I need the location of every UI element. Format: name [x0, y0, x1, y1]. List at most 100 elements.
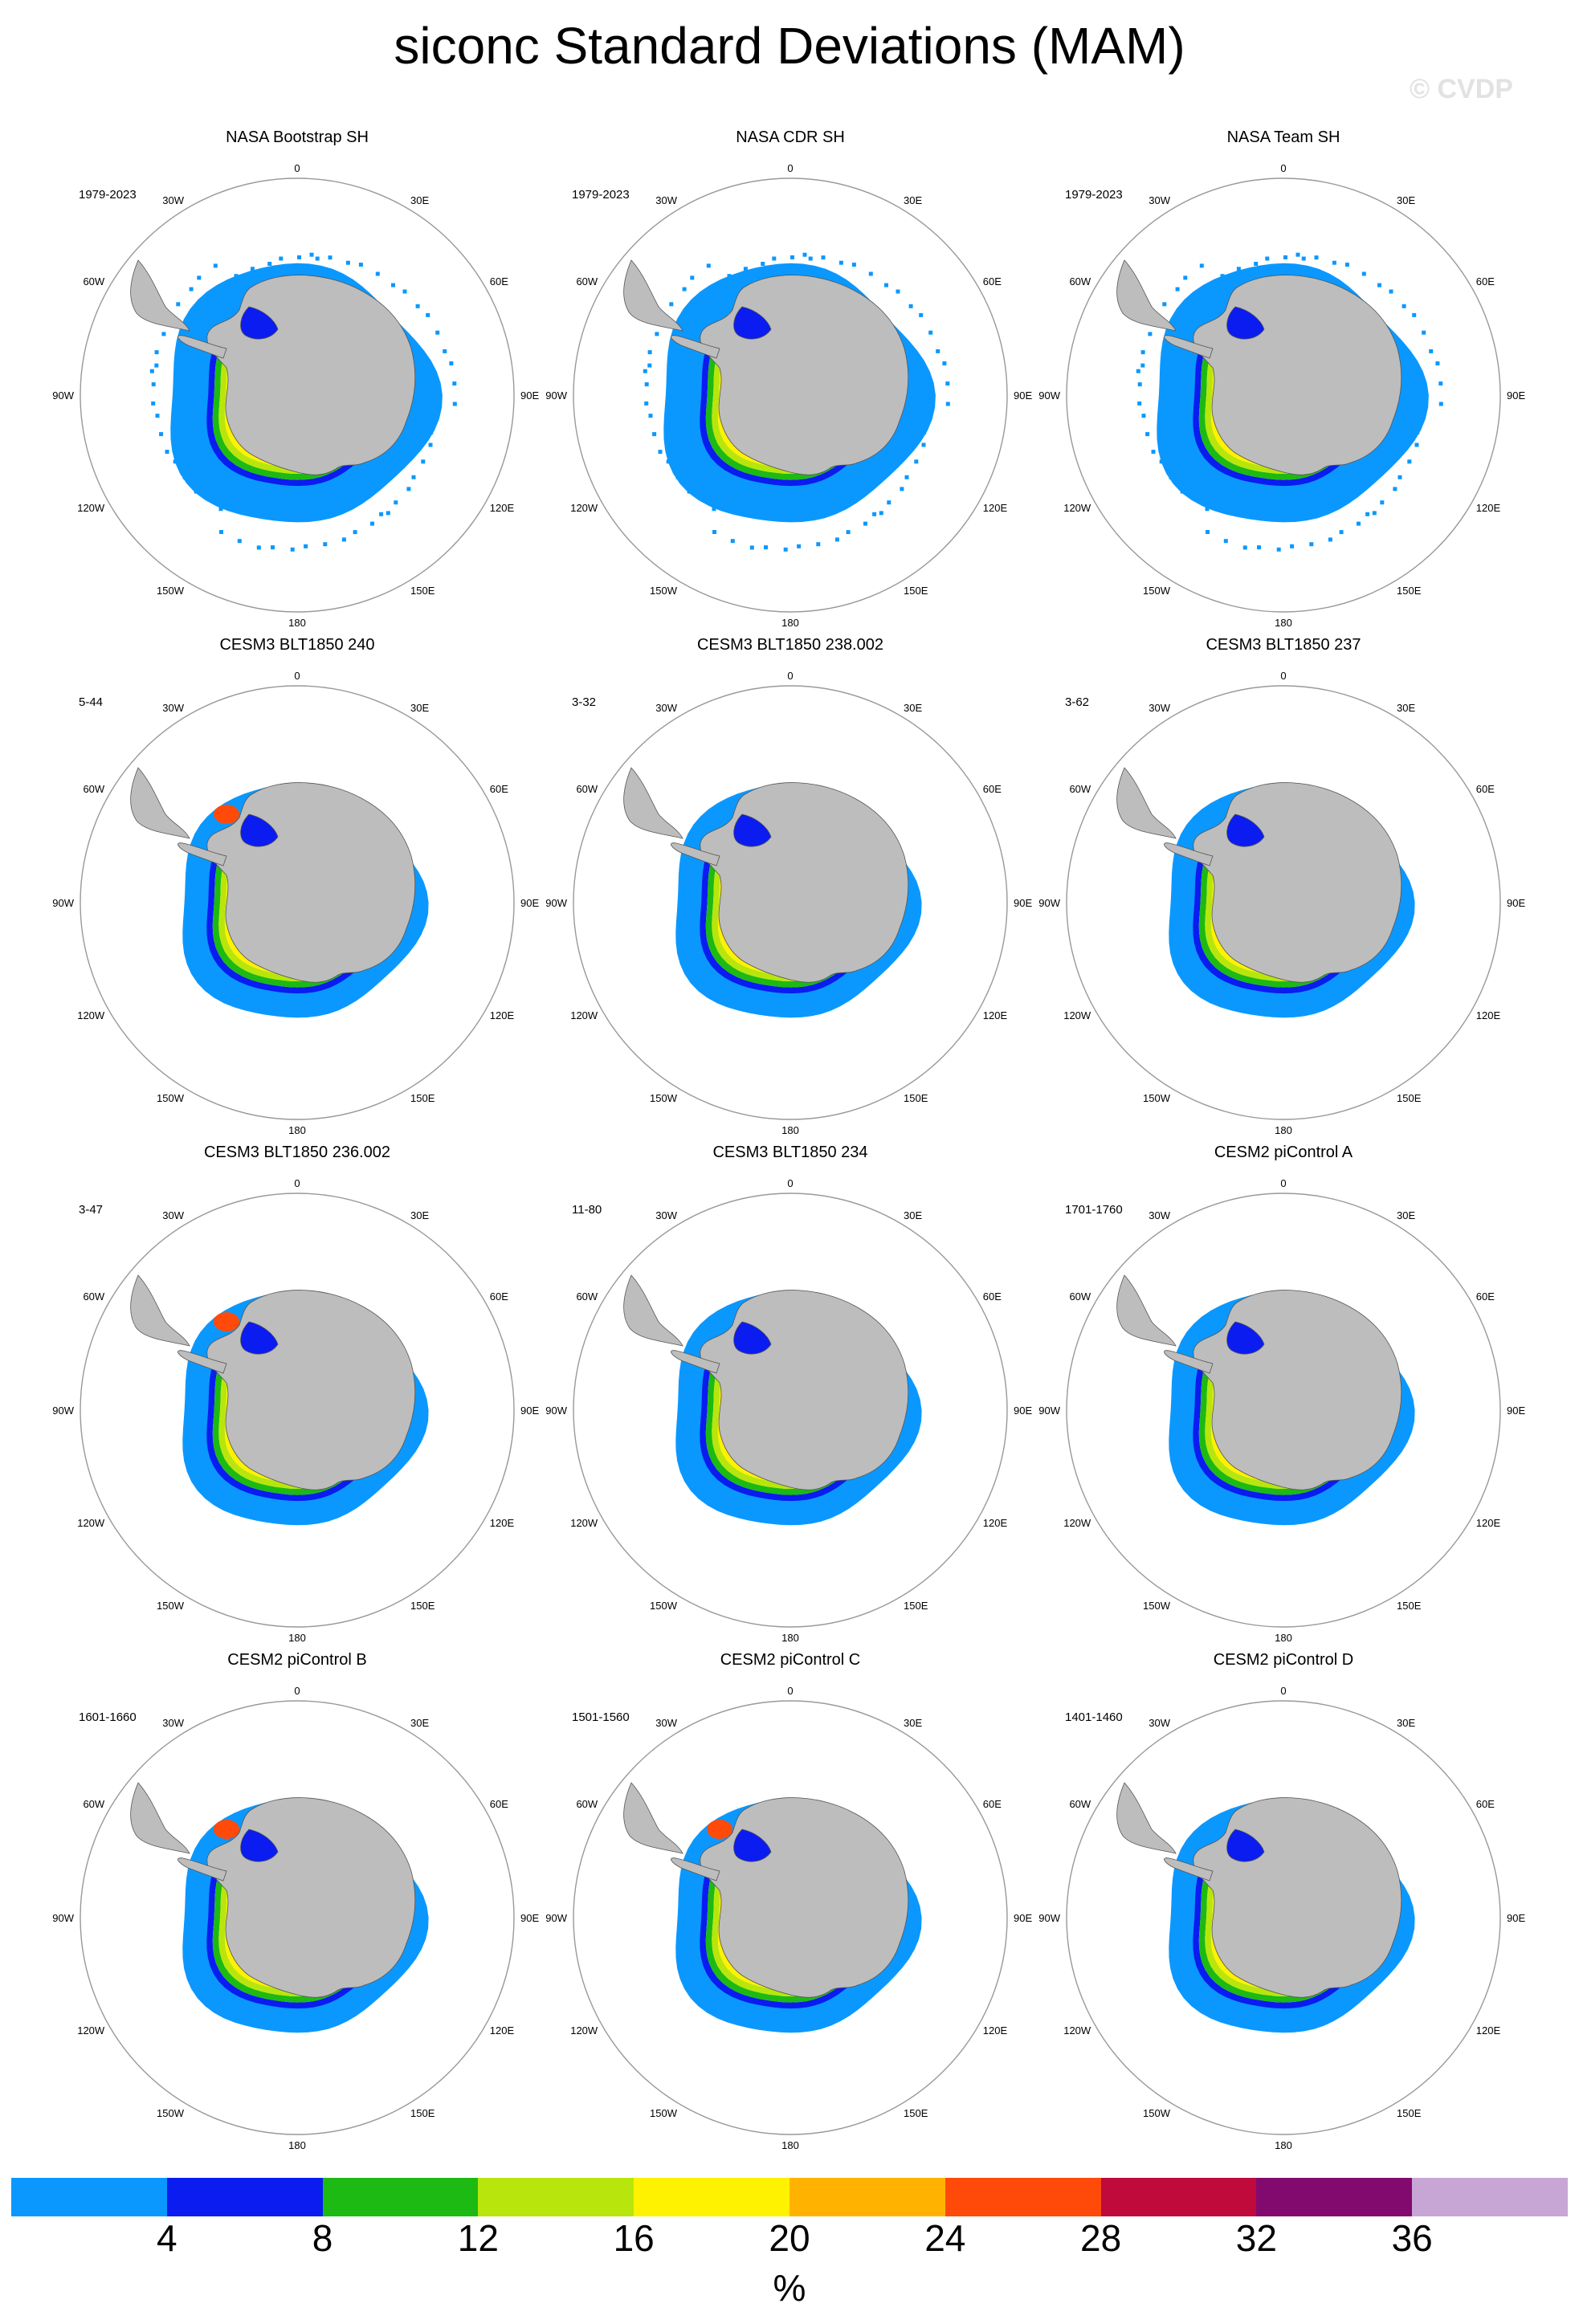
- longitude-label: 60W: [1069, 1798, 1091, 1810]
- longitude-label: 60E: [490, 275, 508, 287]
- panel-period: 11-80: [572, 1203, 602, 1217]
- panel-title: CESM3 BLT1850 238.002: [696, 636, 883, 654]
- map-panel: NASA Team SH 1979-2023 0 180 90W 90E 30W 60W 30E…: [1026, 128, 1540, 652]
- map-panel: CESM2 piControl A 1701-1760 0 180 90W 90E 30W 6…: [1026, 1144, 1540, 1667]
- longitude-label: 150E: [1397, 1600, 1422, 1612]
- map-boundary: [573, 1700, 1008, 2135]
- polar-map: 0 180 90W 90E 30W 60W 30E 60E 120W 150W 120E 150E: [1038, 670, 1525, 1136]
- longitude-label: 30W: [1149, 194, 1170, 206]
- longitude-label: 120E: [1476, 2024, 1501, 2037]
- longitude-label: 90E: [1507, 389, 1525, 402]
- longitude-label: 120E: [983, 1009, 1008, 1021]
- longitude-label: 0: [294, 670, 300, 682]
- longitude-label: 90E: [520, 1912, 539, 1924]
- longitude-label: 30W: [655, 1209, 677, 1221]
- longitude-label: 60E: [1476, 275, 1495, 287]
- longitude-label: 30E: [410, 702, 429, 714]
- colorbar-tick-label: 32: [1235, 2217, 1277, 2259]
- panel-period: 3-32: [572, 695, 597, 709]
- longitude-label: 30E: [904, 1209, 922, 1221]
- longitude-label: 30E: [1397, 702, 1415, 714]
- map-panel: CESM3 BLT1850 237 3-62 0 180 90W 90E 30W 60W 30E…: [1026, 636, 1540, 1160]
- longitude-label: 90W: [52, 1405, 74, 1417]
- map-boundary: [573, 1193, 1008, 1628]
- longitude-label: 60E: [983, 783, 1002, 795]
- panel-title: NASA Bootstrap SH: [226, 128, 369, 146]
- longitude-label: 60W: [576, 275, 598, 287]
- longitude-label: 30E: [410, 194, 429, 206]
- longitude-label: 0: [787, 1685, 793, 1697]
- land-mask: [623, 1274, 943, 1627]
- colorbar-segment: [166, 2178, 324, 2216]
- longitude-label: 30W: [1149, 1209, 1170, 1221]
- longitude-label: 180: [288, 1124, 306, 1136]
- longitude-label: 0: [787, 162, 793, 174]
- longitude-label: 150E: [1397, 1092, 1422, 1104]
- map-panel: CESM2 piControl D 1401-1460 0 180 90W 90E 30W 6…: [1026, 1651, 1540, 2175]
- longitude-label: 60W: [1069, 275, 1091, 287]
- cvdp-watermark: © CVDP: [1410, 74, 1513, 104]
- longitude-label: 150W: [1143, 1600, 1171, 1612]
- map-boundary: [1066, 685, 1501, 1120]
- longitude-label: 60W: [576, 1290, 598, 1303]
- panel-period: 1601-1660: [79, 1710, 137, 1724]
- colorbar-segment: [1412, 2178, 1569, 2216]
- longitude-label: 90W: [545, 1912, 567, 1924]
- map-panel: CESM3 BLT1850 240 5-44 0 180 90W 90E 30W 60W 30E…: [40, 636, 554, 1160]
- longitude-label: 150E: [904, 2107, 928, 2119]
- longitude-label: 120E: [1476, 1009, 1501, 1021]
- longitude-label: 30W: [655, 702, 677, 714]
- colorbar-tick-label: 28: [1080, 2217, 1122, 2259]
- longitude-label: 60E: [983, 1290, 1002, 1303]
- longitude-label: 150W: [1143, 2107, 1171, 2119]
- longitude-label: 60E: [983, 275, 1002, 287]
- longitude-label: 90E: [1014, 897, 1032, 909]
- longitude-label: 60E: [1476, 1290, 1495, 1303]
- longitude-label: 0: [294, 1177, 300, 1189]
- longitude-label: 30W: [162, 702, 184, 714]
- longitude-label: 120W: [1063, 502, 1091, 514]
- longitude-label: 90E: [520, 389, 539, 402]
- longitude-label: 150W: [650, 1092, 678, 1104]
- panel-period: 1979-2023: [1065, 188, 1123, 202]
- land-mask: [1116, 1782, 1436, 2134]
- longitude-label: 180: [288, 1632, 306, 1644]
- colorbar-tick-label: 16: [613, 2217, 655, 2259]
- longitude-label: 90W: [1038, 1405, 1060, 1417]
- map-boundary: [1066, 177, 1501, 613]
- map-boundary: [80, 177, 515, 613]
- map-boundary: [573, 177, 1008, 613]
- longitude-label: 180: [781, 1124, 799, 1136]
- longitude-label: 120E: [490, 1009, 515, 1021]
- longitude-label: 30E: [904, 1717, 922, 1729]
- longitude-label: 180: [288, 2139, 306, 2151]
- panel-title: NASA Team SH: [1226, 128, 1340, 146]
- longitude-label: 60W: [83, 1798, 104, 1810]
- longitude-label: 180: [1275, 1124, 1292, 1136]
- longitude-label: 90E: [1014, 389, 1032, 402]
- longitude-label: 180: [1275, 2139, 1292, 2151]
- colorbar-tick-label: 20: [769, 2217, 810, 2259]
- map-boundary: [80, 1193, 515, 1628]
- longitude-label: 60E: [490, 1798, 508, 1810]
- longitude-label: 60E: [490, 1290, 508, 1303]
- longitude-label: 0: [294, 1685, 300, 1697]
- longitude-label: 120W: [77, 502, 105, 514]
- longitude-label: 30E: [1397, 1209, 1415, 1221]
- longitude-label: 30W: [1149, 1717, 1170, 1729]
- longitude-label: 150W: [650, 1600, 678, 1612]
- map-boundary: [1066, 1700, 1501, 2135]
- polar-map: 0 180 90W 90E 30W 60W 30E 60E 120W 150W 120E 150E: [52, 1177, 539, 1644]
- longitude-label: 0: [1280, 1685, 1286, 1697]
- panel-title: CESM2 piControl B: [227, 1651, 367, 1669]
- colorbar-segment: [634, 2178, 790, 2216]
- longitude-label: 150W: [650, 2107, 678, 2119]
- longitude-label: 60W: [83, 783, 104, 795]
- longitude-label: 30E: [1397, 1717, 1415, 1729]
- longitude-label: 90E: [520, 897, 539, 909]
- longitude-label: 150E: [410, 2107, 435, 2119]
- longitude-label: 150E: [410, 585, 435, 597]
- polar-map: 0 180 90W 90E 30W 60W 30E 60E 120W 150W 120E 150E: [545, 1177, 1032, 1644]
- longitude-label: 30W: [162, 1717, 184, 1729]
- longitude-label: 120E: [490, 502, 515, 514]
